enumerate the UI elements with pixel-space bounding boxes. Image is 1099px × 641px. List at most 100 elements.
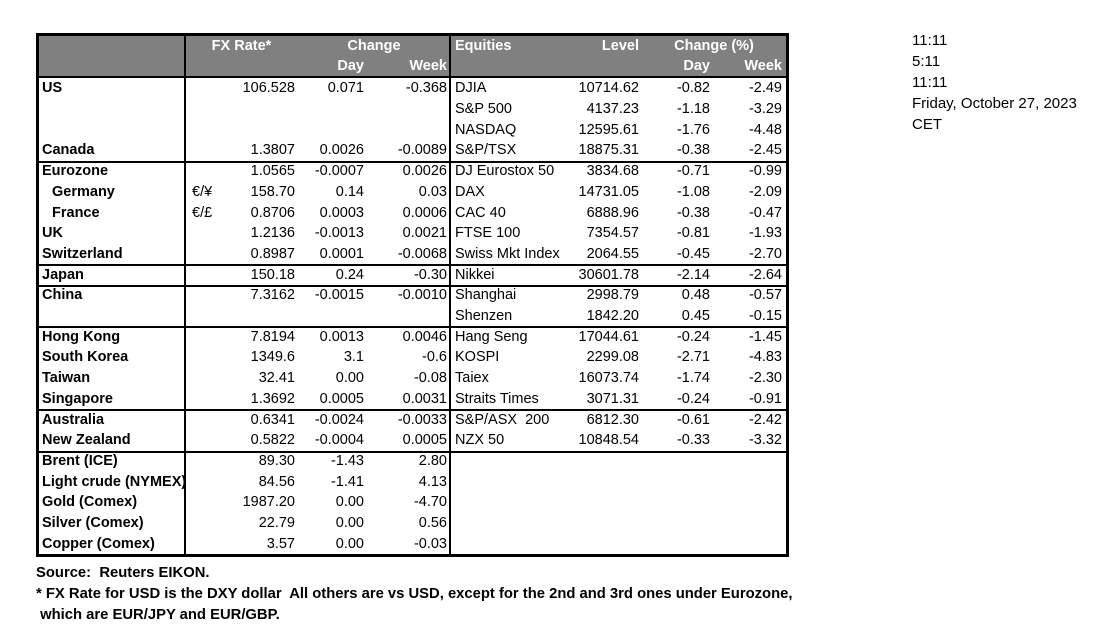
fx-change-day-cell: 0.00 <box>335 494 364 511</box>
footnote-line: * FX Rate for USD is the DXY dollar All … <box>36 586 793 602</box>
equity-name-cell: S&P 500 <box>455 101 512 118</box>
equity-name-cell <box>450 492 562 513</box>
equity-name-cell <box>450 513 562 534</box>
fx-change-week-cell: -0.03 <box>413 535 447 552</box>
equity-name-cell: DAX <box>455 183 485 200</box>
table-body: US 106.528 0.071 -0.368 DJIA 10714.62 -0… <box>39 78 786 554</box>
equity-day-pct-cell <box>642 533 714 554</box>
timestamp-line: Friday, October 27, 2023 <box>912 95 1077 112</box>
table-row: US 106.528 0.071 -0.368 DJIA 10714.62 -0… <box>39 78 786 99</box>
equity-name-cell: Straits Times <box>455 390 539 407</box>
fx-change-week-cell <box>373 99 450 120</box>
equity-day-pct-cell <box>642 451 714 472</box>
country-label-cell <box>39 306 185 327</box>
fx-rate-cell: 0.8987 <box>250 245 295 262</box>
timestamp-panel: 11:11 5:11 11:11 Friday, October 27, 2023 CE… <box>912 30 1077 135</box>
fx-change-day-cell: 0.00 <box>335 535 364 552</box>
table-row: S&P 500 4137.23 -1.18 -3.29 <box>39 99 786 120</box>
fx-rate-cell: 0.8706 <box>250 204 295 221</box>
equity-week-pct-cell: -0.99 <box>748 163 782 180</box>
equity-day-pct-cell: -0.38 <box>676 204 710 221</box>
equity-name-cell: NZX 50 <box>455 432 505 449</box>
fx-rate-cell: 1987.20 <box>242 494 295 511</box>
fx-rate-cell: 1.3692 <box>250 390 295 407</box>
fx-rate-cell <box>218 306 298 327</box>
currency-pair-cell <box>185 99 218 120</box>
equity-name-cell: Shenzen <box>455 308 513 325</box>
footnote-line: which are EUR/JPY and EUR/GBP. <box>36 607 280 623</box>
table-row: NASDAQ 12595.61 -1.76 -4.48 <box>39 119 786 140</box>
table-row: Switzerland 0.8987 0.0001 -0.0068 Swiss … <box>39 244 786 265</box>
equity-name-cell: Taiex <box>455 370 489 387</box>
fx-change-day-cell <box>298 306 373 327</box>
table-row: Shenzen 1842.20 0.45 -0.15 <box>39 306 786 327</box>
equity-week-pct-cell: -3.32 <box>748 432 782 449</box>
currency-pair-cell <box>185 430 218 451</box>
equity-week-pct-cell: -0.47 <box>748 204 782 221</box>
header-spacer <box>562 56 642 76</box>
table-row: Taiwan 32.41 0.00 -0.08 Taiex 16073.74 -… <box>39 368 786 389</box>
header-spacer <box>39 56 185 76</box>
country-label-cell: US <box>42 80 63 97</box>
equity-level-cell: 2299.08 <box>586 349 639 366</box>
fx-change-day-cell: 0.0026 <box>319 142 364 159</box>
country-label-cell: Silver (Comex) <box>42 515 144 532</box>
currency-pair-cell <box>185 161 218 182</box>
equity-day-pct-cell: -2.71 <box>676 349 710 366</box>
fx-rate-cell: 3.57 <box>266 535 295 552</box>
fx-change-week-cell <box>373 306 450 327</box>
equity-level-cell <box>562 513 642 534</box>
equity-week-pct-cell: -0.91 <box>748 390 782 407</box>
equity-level-cell: 10848.54 <box>578 432 639 449</box>
currency-pair-cell <box>185 78 218 99</box>
fx-rate-cell: 106.528 <box>242 80 295 97</box>
header-fx-day: Day <box>337 58 364 74</box>
fx-change-week-cell <box>373 119 450 140</box>
currency-pair-cell <box>185 471 218 492</box>
header-spacer <box>185 56 298 76</box>
fx-change-week-cell: 0.03 <box>418 183 447 200</box>
currency-pair-cell <box>185 492 218 513</box>
country-label-cell: Light crude (NYMEX) <box>42 473 185 490</box>
currency-pair-cell <box>185 409 218 430</box>
currency-pair-cell <box>185 306 218 327</box>
fx-rate-cell: 158.70 <box>250 183 295 200</box>
equity-level-cell: 2998.79 <box>586 287 639 304</box>
fx-rate-cell: 150.18 <box>250 266 295 283</box>
fx-rate-cell: 84.56 <box>258 473 295 490</box>
equity-name-cell: Nikkei <box>455 266 495 283</box>
table-row: France €/£ 0.8706 0.0003 0.0006 CAC 40 6… <box>39 202 786 223</box>
currency-pair-cell <box>185 368 218 389</box>
country-label-cell: Brent (ICE) <box>42 453 118 469</box>
timestamp-line: 11:11 <box>912 74 948 91</box>
equity-level-cell: 12595.61 <box>578 121 639 138</box>
timestamp-line: 11:11 <box>912 32 948 49</box>
table-header: FX Rate* Change Equities Level Change (%… <box>39 36 786 78</box>
table-row: Japan 150.18 0.24 -0.30 Nikkei 30601.78 … <box>39 264 786 285</box>
equity-name-cell: NASDAQ <box>455 121 517 138</box>
fx-change-week-cell: 0.0026 <box>402 163 447 180</box>
fx-change-week-cell: 0.0046 <box>402 328 447 345</box>
equity-level-cell: 6888.96 <box>586 204 639 221</box>
header-fx-rate: FX Rate* <box>211 38 272 54</box>
equity-week-pct-cell <box>714 492 786 513</box>
table-row: Brent (ICE) 89.30 -1.43 2.80 <box>39 451 786 472</box>
fx-change-week-cell: -0.30 <box>413 266 447 283</box>
equity-day-pct-cell: -0.81 <box>676 225 710 242</box>
header-spacer <box>450 56 562 76</box>
fx-rate-cell <box>218 99 298 120</box>
fx-change-week-cell: 0.0031 <box>402 390 447 407</box>
table-row: UK 1.2136 -0.0013 0.0021 FTSE 100 7354.5… <box>39 223 786 244</box>
equity-name-cell: S&P/TSX <box>455 142 517 159</box>
fx-rate-cell: 1.0565 <box>250 163 295 180</box>
fx-change-day-cell: 0.0003 <box>319 204 364 221</box>
equity-level-cell: 7354.57 <box>586 225 639 242</box>
country-label-cell: South Korea <box>42 349 129 366</box>
fx-change-week-cell: -0.0068 <box>397 245 447 262</box>
equity-week-pct-cell <box>714 471 786 492</box>
currency-pair-cell <box>185 223 218 244</box>
currency-pair-cell <box>185 264 218 285</box>
equity-level-cell <box>562 533 642 554</box>
country-label-cell: Copper (Comex) <box>42 535 155 552</box>
table-row: Hong Kong 7.8194 0.0013 0.0046 Hang Seng… <box>39 326 786 347</box>
